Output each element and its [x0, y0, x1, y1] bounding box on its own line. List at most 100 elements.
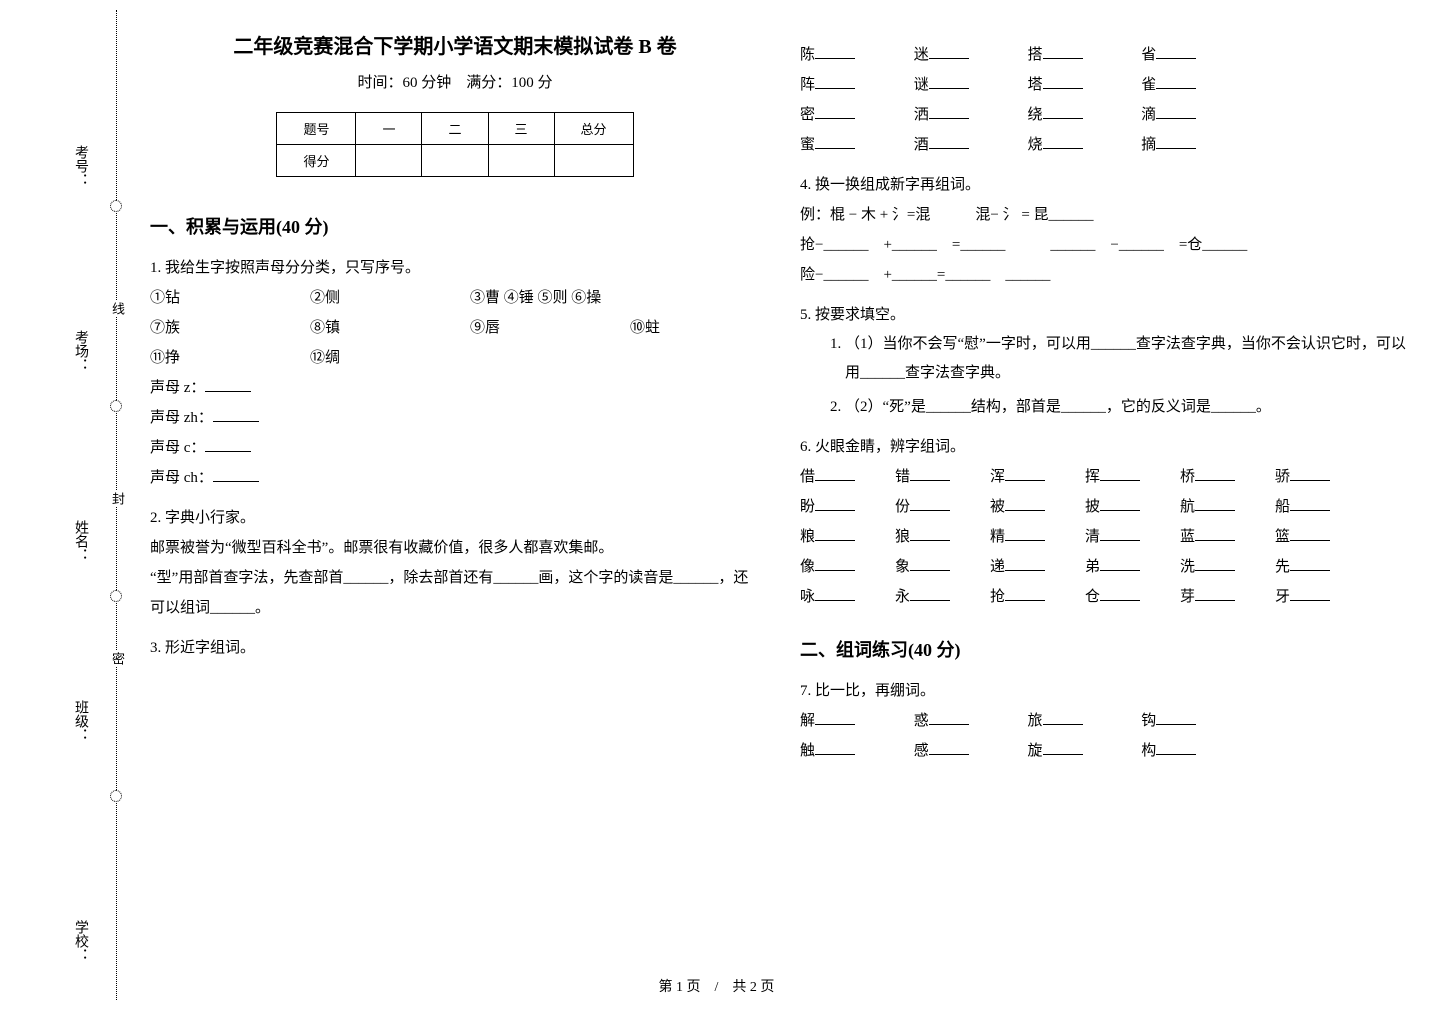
q5-stem: 5. 按要求填空。	[800, 300, 1410, 330]
blank	[205, 437, 251, 452]
blank	[1005, 586, 1045, 601]
q6-char: 份	[895, 499, 910, 515]
blank	[929, 104, 969, 119]
q3-char: 陈	[800, 47, 815, 63]
label-class: 班级：	[70, 700, 90, 742]
label-name: 姓名：	[70, 520, 90, 562]
seal-char-xian: 线	[108, 300, 127, 317]
blank	[1043, 134, 1083, 149]
q3-char: 省	[1141, 47, 1156, 63]
q6-char: 桥	[1180, 469, 1195, 485]
blank	[910, 586, 950, 601]
blank	[1290, 586, 1330, 601]
blank	[213, 467, 259, 482]
q3-char: 雀	[1141, 77, 1156, 93]
blank	[910, 556, 950, 571]
score-col: 总分	[554, 113, 633, 145]
q6-char: 牙	[1275, 589, 1290, 605]
q7-stem: 7. 比一比，再绷词。	[800, 676, 1410, 706]
q6-char: 被	[990, 499, 1005, 515]
q1: 1. 我给生字按照声母分分类，只写序号。 ①钻 ②侧 ③曹 ④锤 ⑤则 ⑥操 ⑦…	[150, 253, 760, 493]
q6-char: 递	[990, 559, 1005, 575]
q6-char: 抢	[990, 589, 1005, 605]
q3-char: 滴	[1141, 107, 1156, 123]
q3-stem: 3. 形近字组词。	[150, 633, 760, 663]
q3-char: 酒	[914, 137, 929, 153]
q6-char: 篮	[1275, 529, 1290, 545]
blank	[1195, 496, 1235, 511]
binding-circle	[110, 790, 122, 802]
blank	[1156, 104, 1196, 119]
q1-item: ⑫绸	[310, 343, 470, 373]
q1-item: ③曹 ④锤 ⑤则 ⑥操	[470, 283, 690, 313]
q3-char: 洒	[914, 107, 929, 123]
q3-char: 烧	[1028, 137, 1043, 153]
q6-char: 粮	[800, 529, 815, 545]
q6-char: 披	[1085, 499, 1100, 515]
blank	[1156, 710, 1196, 725]
column-right: 陈 迷 搭 省 阵 谜 塔 雀 密 洒 绕 滴 蜜 酒 烧 摘	[800, 30, 1410, 776]
q4-stem: 4. 换一换组成新字再组词。	[800, 170, 1410, 200]
blank	[815, 710, 855, 725]
q7-char: 惑	[914, 713, 929, 729]
score-cell	[422, 145, 488, 177]
blank	[1005, 556, 1045, 571]
blank	[815, 104, 855, 119]
blank	[1043, 740, 1083, 755]
q3-char: 谜	[914, 77, 929, 93]
q4: 4. 换一换组成新字再组词。 例：棍 − 木 + 氵=混 混− 氵 = 昆___…	[800, 170, 1410, 290]
blank	[1100, 526, 1140, 541]
blank	[1100, 466, 1140, 481]
q6-char: 盼	[800, 499, 815, 515]
blank	[815, 526, 855, 541]
q1-line: 声母 zh：	[150, 410, 213, 426]
blank	[815, 496, 855, 511]
q4-example: 例：棍 − 木 + 氵=混 混− 氵 = 昆______	[800, 200, 1410, 230]
page-footer: 第 1 页 / 共 2 页	[0, 976, 1433, 996]
q6-char: 借	[800, 469, 815, 485]
score-cell	[356, 145, 422, 177]
seal-char-feng: 封	[108, 490, 127, 507]
q6-char: 像	[800, 559, 815, 575]
blank	[1005, 496, 1045, 511]
blank	[213, 407, 259, 422]
blank	[815, 740, 855, 755]
blank	[929, 710, 969, 725]
blank	[1156, 44, 1196, 59]
q1-line: 声母 c：	[150, 440, 205, 456]
page-title: 二年级竞赛混合下学期小学语文期末模拟试卷 B 卷	[150, 30, 760, 59]
blank	[929, 44, 969, 59]
section-1-heading: 一、积累与运用(40 分)	[150, 213, 760, 239]
blank	[1290, 526, 1330, 541]
blank	[910, 496, 950, 511]
blank	[1100, 556, 1140, 571]
blank	[815, 466, 855, 481]
score-row-label: 得分	[277, 145, 356, 177]
q3-char: 密	[800, 107, 815, 123]
q7-char: 钩	[1141, 713, 1156, 729]
blank	[1043, 74, 1083, 89]
q6-char: 航	[1180, 499, 1195, 515]
blank	[929, 74, 969, 89]
score-cell	[554, 145, 633, 177]
blank	[1043, 44, 1083, 59]
q6-char: 挥	[1085, 469, 1100, 485]
binding-circle	[110, 400, 122, 412]
q1-item: ⑩蛀	[630, 313, 690, 343]
q7-char: 旅	[1028, 713, 1043, 729]
binding-circle	[110, 590, 122, 602]
q6-char: 永	[895, 589, 910, 605]
q3: 3. 形近字组词。	[150, 633, 760, 663]
q6-char: 咏	[800, 589, 815, 605]
q6-char: 精	[990, 529, 1005, 545]
q1-line: 声母 ch：	[150, 470, 213, 486]
q6-char: 错	[895, 469, 910, 485]
score-cell	[488, 145, 554, 177]
q3-char: 摘	[1141, 137, 1156, 153]
q7-char: 构	[1141, 743, 1156, 759]
q1-item: ②侧	[310, 283, 470, 313]
column-left: 二年级竞赛混合下学期小学语文期末模拟试卷 B 卷 时间：60 分钟 满分：100…	[150, 30, 760, 776]
blank	[1043, 710, 1083, 725]
q2: 2. 字典小行家。 邮票被誉为“微型百科全书”。邮票很有收藏价值，很多人都喜欢集…	[150, 503, 760, 623]
blank	[815, 44, 855, 59]
